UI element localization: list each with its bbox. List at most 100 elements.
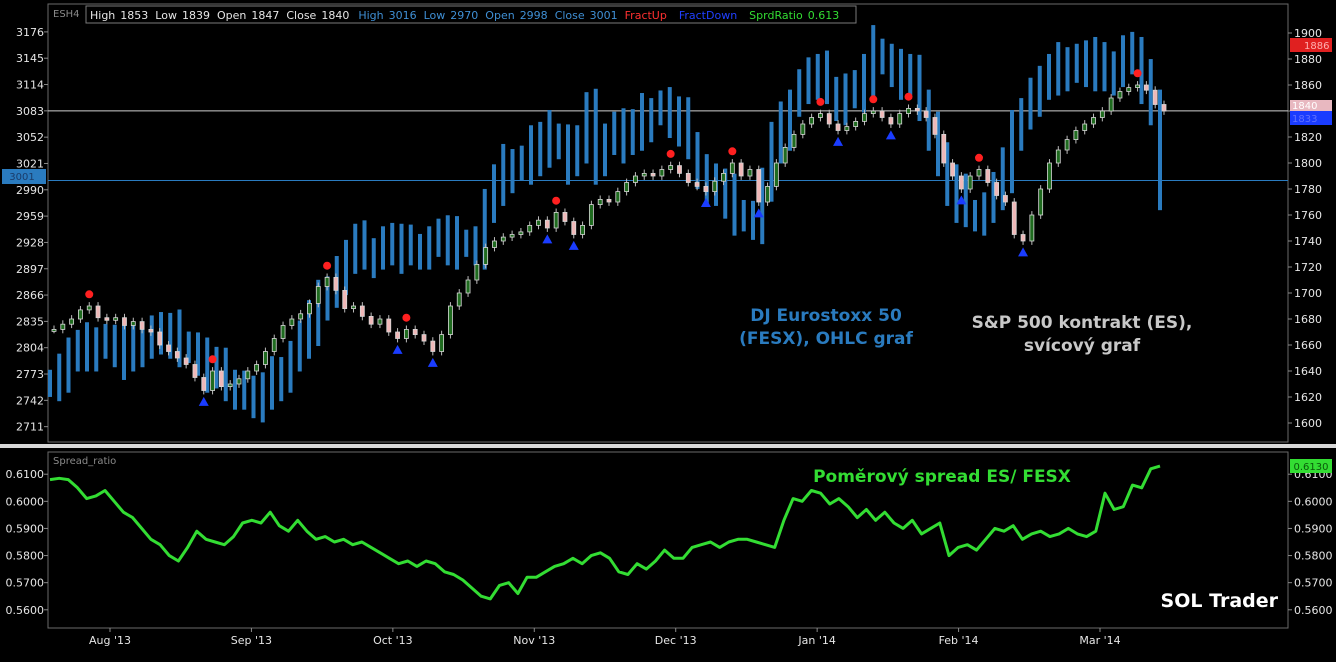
left-tick-label: 2804 (16, 342, 44, 355)
es-candle-body (483, 247, 489, 265)
es-candle-body (218, 370, 224, 387)
spread-right-label: 0.5600 (1294, 604, 1333, 617)
es-candle-body (342, 289, 348, 309)
es-candle-body (1011, 201, 1017, 235)
fractal-markers (85, 69, 1142, 406)
fesx-bar (1010, 109, 1014, 194)
spread-left-label: 0.5700 (6, 577, 45, 590)
fesx-bar (408, 224, 413, 266)
es-candle-body (800, 123, 806, 135)
fesx-bar (889, 43, 894, 88)
es-candle-body (148, 328, 154, 333)
es-candle-body (1099, 110, 1105, 118)
fesx-bar (825, 50, 829, 105)
fesx-bar (621, 108, 626, 164)
fesx-bar (149, 315, 154, 359)
es-candle-body (1029, 214, 1035, 242)
es-candle-body (113, 317, 119, 321)
right-tick-label: 1860 (1294, 79, 1322, 92)
fractal-down-marker (392, 344, 403, 354)
fesx-bar (529, 125, 533, 185)
fesx-bar (649, 98, 654, 143)
fesx-bar (797, 69, 802, 117)
es-candle-body (456, 292, 462, 307)
fractal-up-marker (666, 149, 675, 158)
spread-last-value-flag (1290, 459, 1332, 473)
fesx-bar (926, 89, 931, 151)
fesx-bar (963, 173, 968, 228)
fesx-bar (399, 223, 404, 274)
es-candle-body (712, 180, 718, 192)
es-candle-body (474, 263, 480, 281)
fesx-bar (862, 53, 866, 113)
es-candle-body (166, 344, 171, 352)
es-candle-body (888, 117, 894, 125)
es-candle-body (448, 305, 453, 336)
es-candle-body (809, 117, 815, 125)
fesx-bar (492, 164, 496, 223)
info-low-label: Low (155, 9, 177, 22)
es-candle-body (941, 133, 947, 164)
fractal-up-marker (208, 355, 217, 364)
spread-left-label: 0.5900 (6, 522, 45, 535)
fesx-bar (1028, 77, 1033, 130)
fesx-bar (297, 320, 302, 372)
es-candle-body (500, 236, 506, 242)
fesx-bar (344, 239, 348, 296)
fesx-bar (1037, 65, 1042, 117)
price-plot-frame (47, 3, 1289, 443)
es-candle-body (60, 323, 66, 330)
right-tick-label: 1740 (1294, 235, 1322, 248)
fesx-bar (667, 87, 672, 139)
fesx-bar (991, 171, 996, 223)
right-flag-blue (1290, 111, 1332, 125)
es-candle-body (668, 165, 674, 170)
fesx-bar (371, 238, 376, 279)
info-close: 1840 (321, 9, 349, 22)
right-tick-label: 1800 (1294, 157, 1322, 170)
es-candle-body (289, 318, 295, 326)
fesx-bar (769, 121, 774, 202)
es-candle-body (976, 169, 982, 177)
fesx-bar (1139, 36, 1144, 105)
es-candle-body (641, 172, 647, 177)
es-candle-body (844, 126, 850, 131)
es-candle-body (633, 175, 638, 183)
es-candle-body (1108, 97, 1114, 112)
fesx-bar (260, 372, 265, 423)
fesx-bar (94, 327, 99, 372)
es-candle-body (1082, 123, 1088, 131)
left-axis-current-marker (2, 169, 46, 184)
spread-last-value: 0.6130 (1294, 462, 1329, 473)
es-candle-body (862, 113, 867, 122)
time-tick-label: Nov '13 (513, 634, 555, 647)
info-open2-label: Open (485, 9, 514, 22)
fesx-bar (1093, 36, 1098, 92)
es-candle-body (271, 338, 277, 352)
symbol-label: ESH4 (53, 9, 80, 20)
fesx-bar (834, 76, 839, 122)
fesx-bar (103, 323, 108, 359)
time-axis: Aug '13 Sep '13 Oct '13 Nov '13 Dec '13 Jan '… (89, 628, 1121, 647)
es-candle-body (368, 315, 374, 325)
fesx-bar (538, 121, 543, 177)
info-close2: 3001 (590, 9, 618, 22)
fesx-bar (353, 223, 358, 274)
fesx-bar (1056, 42, 1061, 96)
info-high2-label: High (358, 9, 383, 22)
es-candle-body (879, 110, 885, 118)
es-candle-body (86, 305, 92, 311)
es-candle-body (395, 331, 400, 339)
panel-separator[interactable] (0, 444, 1336, 448)
es-candle-body (439, 334, 445, 352)
fesx-bar (704, 154, 709, 206)
fesx-bar (1158, 89, 1162, 211)
fesx-bar (316, 279, 321, 347)
es-candle-body (967, 175, 973, 190)
es-candle-body (923, 110, 929, 118)
ohlc-info: High 1853 Low 1839 Open 1847 Close 1840 High 3016… (90, 9, 839, 22)
fesx-bar (566, 124, 570, 185)
es-candle-body (333, 276, 339, 291)
es-candle-body (263, 351, 268, 365)
es-candle-body (897, 113, 903, 125)
